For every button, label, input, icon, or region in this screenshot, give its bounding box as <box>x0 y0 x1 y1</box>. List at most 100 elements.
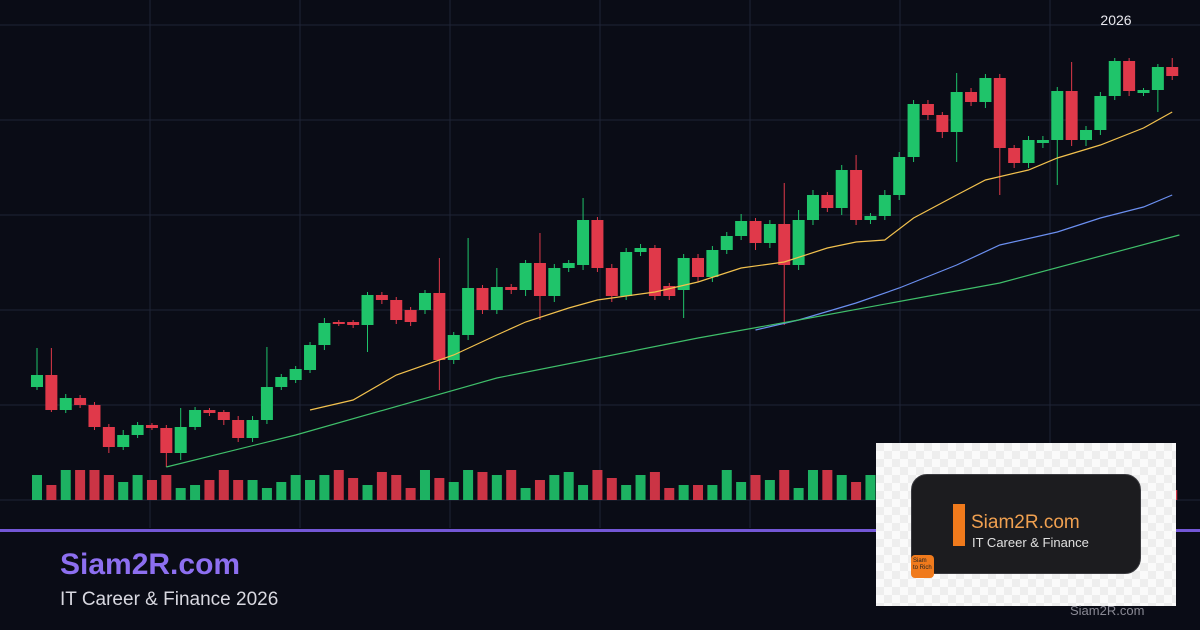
candle-body <box>505 287 518 290</box>
logo-bar <box>953 504 965 546</box>
candle-body <box>476 288 489 310</box>
candle-body <box>1137 90 1150 93</box>
volume-bar <box>578 485 589 500</box>
volume-bar <box>46 485 57 500</box>
candle-body <box>260 387 273 420</box>
volume-bar <box>204 480 215 500</box>
candle-body <box>1022 140 1035 163</box>
candle-body <box>361 295 374 325</box>
volume-bar <box>721 470 732 500</box>
candle-body <box>936 115 949 132</box>
volume-bar <box>419 470 430 500</box>
candle-body <box>950 92 963 132</box>
volume-bar <box>649 472 660 500</box>
volume-bar <box>563 472 574 500</box>
candle-body <box>74 398 87 405</box>
volume-bar <box>405 488 416 500</box>
volume-bar <box>822 470 833 500</box>
volume-bar <box>520 488 531 500</box>
volume-bar <box>621 485 632 500</box>
candle-body <box>59 398 72 410</box>
logo-title: Siam2R.com <box>971 512 1080 533</box>
candle-body <box>605 268 618 296</box>
volume-bar <box>750 475 761 500</box>
candle-body <box>203 410 216 413</box>
candle-body <box>763 224 776 243</box>
candle-body <box>692 258 705 277</box>
volume-bar <box>362 485 373 500</box>
volume-bar <box>793 488 804 500</box>
volume-bar <box>261 488 272 500</box>
volume-bar <box>348 478 359 500</box>
candle-body <box>117 435 130 447</box>
volume-bar <box>448 482 459 500</box>
logo-subtitle: IT Career & Finance <box>972 535 1089 550</box>
candle-body <box>878 195 891 216</box>
volume-bar <box>190 485 201 500</box>
candle-body <box>864 216 877 220</box>
candle-body <box>1065 91 1078 140</box>
volume-bar <box>247 480 258 500</box>
candle-body <box>433 293 446 360</box>
candle-body <box>246 420 259 438</box>
candle-body <box>749 221 762 243</box>
candle-body <box>1108 61 1121 96</box>
candle-body <box>720 236 733 250</box>
volume-bar <box>233 480 244 500</box>
logo: Siam2R.com IT Career & Finance Siam to R… <box>876 443 1176 606</box>
candle-body <box>979 78 992 102</box>
volume-bar <box>807 470 818 500</box>
candle-body <box>735 221 748 236</box>
candle-body <box>1094 96 1107 130</box>
volume-bar <box>218 470 229 500</box>
candle-body <box>390 300 403 320</box>
volume-bar <box>319 475 330 500</box>
candle-body <box>318 323 331 345</box>
divider <box>0 529 1200 532</box>
candle-body <box>347 322 360 325</box>
candle-body <box>821 195 834 208</box>
volume-bar <box>506 470 517 500</box>
brand-subtitle: IT Career & Finance 2026 <box>60 589 279 610</box>
volume-bar <box>693 485 704 500</box>
candle-body <box>835 170 848 208</box>
candle-body <box>289 369 302 380</box>
volume-bar <box>276 482 287 500</box>
candle-body <box>893 157 906 195</box>
volume-bar <box>678 485 689 500</box>
candle-body <box>548 268 561 296</box>
volume-bar <box>764 480 775 500</box>
brand-title: Siam2R.com <box>60 548 241 581</box>
moving-average-line <box>166 234 1180 468</box>
candle-body <box>921 104 934 115</box>
candle-body <box>965 92 978 102</box>
candle-body <box>1036 140 1049 143</box>
candle-body <box>217 412 230 420</box>
volume-bar <box>75 470 86 500</box>
candle-body <box>375 295 388 300</box>
volume-bar <box>161 475 172 500</box>
candle-body <box>31 375 43 387</box>
volume-bar <box>592 470 603 500</box>
candle-body <box>232 420 245 438</box>
moving-average-line <box>309 111 1173 411</box>
logo-icon: Siam to Rich <box>911 555 934 578</box>
candle-body <box>634 248 647 252</box>
candle-body <box>533 263 546 296</box>
candle-body <box>1008 148 1021 163</box>
volume-bar <box>32 475 42 500</box>
volume-bar <box>707 485 718 500</box>
candle-body <box>993 78 1006 148</box>
candle-body <box>648 248 661 296</box>
candle-body <box>591 220 604 268</box>
candle-body <box>102 427 115 447</box>
volume-bar <box>118 482 129 500</box>
candle-body <box>45 375 58 410</box>
candle-body <box>1166 67 1179 76</box>
candle-body <box>907 104 920 157</box>
candle-body <box>418 293 431 310</box>
volume-bar <box>434 478 445 500</box>
candle-body <box>174 427 187 453</box>
candle-body <box>663 286 676 296</box>
volume-bar <box>491 475 502 500</box>
